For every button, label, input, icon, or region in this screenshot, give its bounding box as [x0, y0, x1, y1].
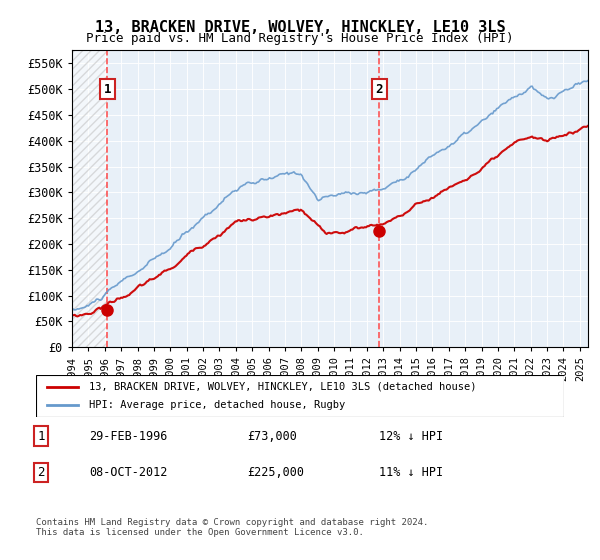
- Text: 11% ↓ HPI: 11% ↓ HPI: [379, 466, 443, 479]
- Text: Contains HM Land Registry data © Crown copyright and database right 2024.
This d: Contains HM Land Registry data © Crown c…: [36, 518, 428, 538]
- Text: £73,000: £73,000: [247, 430, 297, 442]
- Text: 13, BRACKEN DRIVE, WOLVEY, HINCKLEY, LE10 3LS (detached house): 13, BRACKEN DRIVE, WOLVEY, HINCKLEY, LE1…: [89, 382, 476, 392]
- Text: 1: 1: [104, 83, 111, 96]
- Text: HPI: Average price, detached house, Rugby: HPI: Average price, detached house, Rugb…: [89, 400, 345, 410]
- Bar: [72, 50, 107, 347]
- Text: £225,000: £225,000: [247, 466, 304, 479]
- Text: Price paid vs. HM Land Registry's House Price Index (HPI): Price paid vs. HM Land Registry's House …: [86, 32, 514, 45]
- Text: 29-FEB-1996: 29-FEB-1996: [89, 430, 167, 442]
- Text: 2: 2: [38, 466, 45, 479]
- Text: 08-OCT-2012: 08-OCT-2012: [89, 466, 167, 479]
- Text: 1: 1: [38, 430, 45, 442]
- Text: 2: 2: [376, 83, 383, 96]
- Text: 13, BRACKEN DRIVE, WOLVEY, HINCKLEY, LE10 3LS: 13, BRACKEN DRIVE, WOLVEY, HINCKLEY, LE1…: [95, 20, 505, 35]
- Text: 12% ↓ HPI: 12% ↓ HPI: [379, 430, 443, 442]
- FancyBboxPatch shape: [36, 375, 564, 417]
